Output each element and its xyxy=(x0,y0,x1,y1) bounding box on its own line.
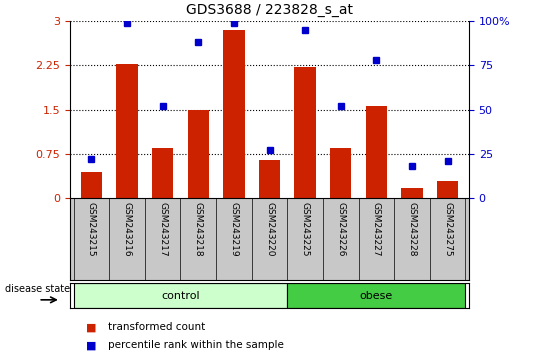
Text: GSM243219: GSM243219 xyxy=(230,202,238,257)
Text: disease state: disease state xyxy=(5,284,71,293)
Text: ■: ■ xyxy=(86,322,96,332)
Text: GSM243227: GSM243227 xyxy=(372,202,381,257)
Text: obese: obese xyxy=(360,291,393,301)
Text: GSM243218: GSM243218 xyxy=(194,202,203,257)
Text: GSM243220: GSM243220 xyxy=(265,202,274,257)
Bar xyxy=(116,64,138,198)
Bar xyxy=(81,172,102,198)
Text: transformed count: transformed count xyxy=(108,322,205,332)
Text: GSM243215: GSM243215 xyxy=(87,202,96,257)
Bar xyxy=(294,67,316,198)
Text: ■: ■ xyxy=(86,340,96,350)
Bar xyxy=(188,110,209,198)
Bar xyxy=(223,30,245,198)
Text: control: control xyxy=(161,291,200,301)
Bar xyxy=(437,181,458,198)
Text: GSM243225: GSM243225 xyxy=(301,202,309,257)
Bar xyxy=(287,283,465,308)
Bar xyxy=(365,105,387,198)
Text: percentile rank within the sample: percentile rank within the sample xyxy=(108,340,284,350)
Text: GSM243226: GSM243226 xyxy=(336,202,345,257)
Bar xyxy=(401,188,423,198)
Bar xyxy=(259,160,280,198)
Title: GDS3688 / 223828_s_at: GDS3688 / 223828_s_at xyxy=(186,4,353,17)
Text: GSM243216: GSM243216 xyxy=(122,202,132,257)
Bar xyxy=(330,148,351,198)
Text: GSM243228: GSM243228 xyxy=(407,202,417,257)
Text: GSM243275: GSM243275 xyxy=(443,202,452,257)
Text: GSM243217: GSM243217 xyxy=(158,202,167,257)
Bar xyxy=(152,148,174,198)
Bar xyxy=(74,283,287,308)
